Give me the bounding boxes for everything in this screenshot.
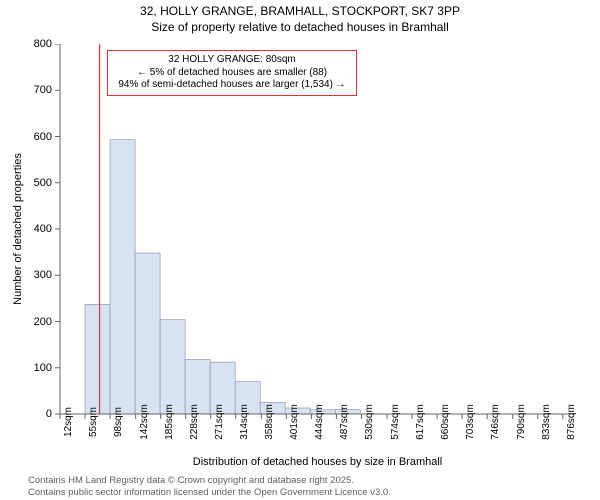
title-line-2: Size of property relative to detached ho…	[0, 20, 600, 36]
xtick-label: 271sqm	[214, 404, 225, 440]
xtick-label: 530sqm	[364, 404, 375, 440]
plot-area	[60, 44, 575, 414]
xtick-label: 401sqm	[289, 404, 300, 440]
xtick-label: 833sqm	[541, 404, 552, 440]
footer-attribution: Contains HM Land Registry data © Crown c…	[28, 475, 391, 498]
xtick-label: 790sqm	[516, 404, 527, 440]
xtick-label: 703sqm	[465, 404, 476, 440]
footer-line-1: Contains HM Land Registry data © Crown c…	[28, 475, 391, 486]
histogram-svg	[54, 44, 575, 420]
ytick-label: 300	[2, 269, 52, 281]
xtick-label: 660sqm	[440, 404, 451, 440]
ytick-label: 0	[2, 408, 52, 420]
xtick-label: 314sqm	[239, 404, 250, 440]
xtick-label: 185sqm	[164, 404, 175, 440]
ytick-label: 100	[2, 362, 52, 374]
xtick-label: 746sqm	[490, 404, 501, 440]
title-line-1: 32, HOLLY GRANGE, BRAMHALL, STOCKPORT, S…	[0, 4, 600, 20]
x-axis-label: Distribution of detached houses by size …	[60, 456, 575, 468]
ytick-label: 800	[2, 38, 52, 50]
xtick-label: 98sqm	[113, 407, 124, 437]
xtick-label: 876sqm	[566, 404, 577, 440]
annotation-line-2: ← 5% of detached houses are smaller (88)	[114, 67, 350, 80]
title-block: 32, HOLLY GRANGE, BRAMHALL, STOCKPORT, S…	[0, 0, 600, 35]
ytick-label: 500	[2, 177, 52, 189]
xtick-label: 142sqm	[139, 404, 150, 440]
annotation-box: 32 HOLLY GRANGE: 80sqm ← 5% of detached …	[107, 50, 357, 96]
xtick-label: 487sqm	[339, 404, 350, 440]
xtick-label: 444sqm	[314, 404, 325, 440]
ytick-label: 600	[2, 131, 52, 143]
chart-container: 32, HOLLY GRANGE, BRAMHALL, STOCKPORT, S…	[0, 0, 600, 500]
xtick-label: 617sqm	[415, 404, 426, 440]
ytick-label: 200	[2, 316, 52, 328]
xtick-label: 55sqm	[88, 407, 99, 437]
ytick-label: 700	[2, 84, 52, 96]
xtick-label: 12sqm	[63, 407, 74, 437]
footer-line-2: Contains public sector information licen…	[28, 487, 391, 498]
annotation-line-1: 32 HOLLY GRANGE: 80sqm	[114, 54, 350, 67]
xtick-label: 358sqm	[264, 404, 275, 440]
annotation-line-3: 94% of semi-detached houses are larger (…	[114, 79, 350, 92]
xtick-label: 228sqm	[189, 404, 200, 440]
xtick-label: 574sqm	[390, 404, 401, 440]
ytick-label: 400	[2, 223, 52, 235]
